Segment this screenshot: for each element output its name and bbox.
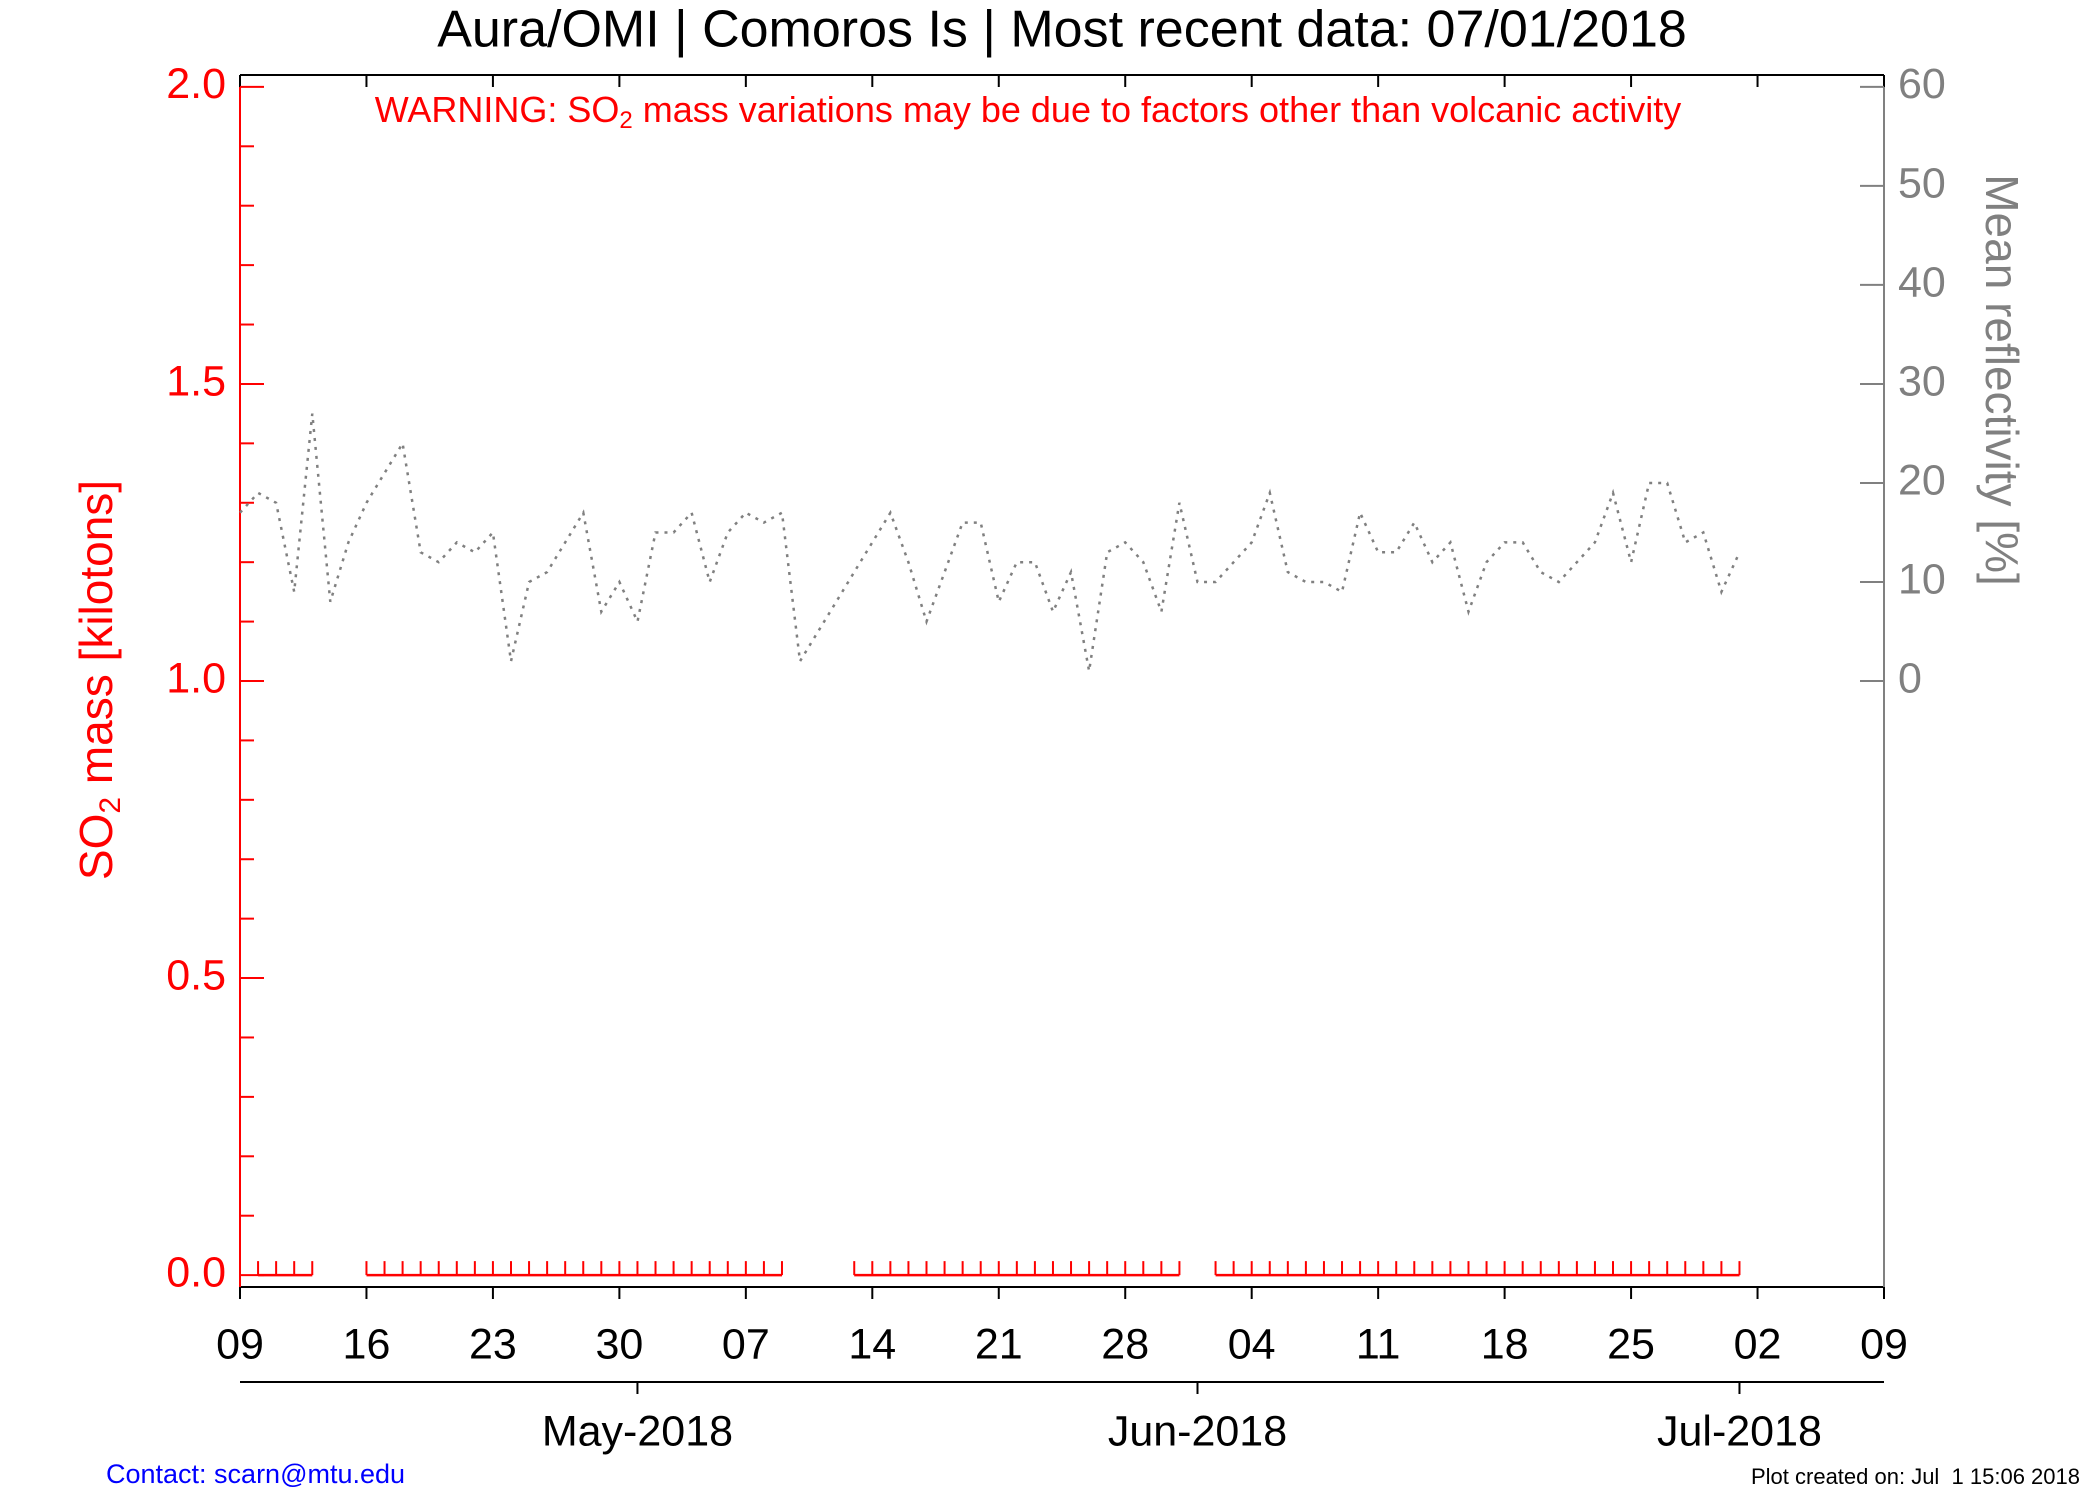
y-tick-label: 0.0 — [166, 1248, 226, 1296]
y2-tick-label: 0 — [1898, 654, 1922, 702]
warning-text: mass variations may be due to factors ot… — [633, 89, 1681, 130]
x-tick-label: 18 — [1481, 1320, 1529, 1368]
month-label: Jun-2018 — [1108, 1407, 1287, 1455]
y-tick-label: 2.0 — [166, 60, 226, 108]
y2-tick-label: 10 — [1898, 555, 1946, 603]
x-tick-label: 07 — [722, 1320, 770, 1368]
chart-title: Aura/OMI | Comoros Is | Most recent data… — [437, 1, 1687, 59]
x-tick-label: 16 — [343, 1320, 391, 1368]
y2-tick-label: 60 — [1898, 60, 1946, 108]
contact: Contact: scarn@mtu.edu — [106, 1459, 405, 1489]
y2-axis-label: Mean reflectivity [%] — [1976, 174, 2028, 586]
y-tick-label: 1.0 — [166, 654, 226, 702]
x-tick-label: 02 — [1734, 1320, 1782, 1368]
x-tick-label: 23 — [469, 1320, 517, 1368]
y-axis-label: SO2 mass [kilotons] — [70, 480, 127, 880]
y-tick-label: 0.5 — [166, 951, 226, 999]
warning-sub: 2 — [619, 107, 632, 134]
series-line — [239, 413, 1741, 672]
x-tick-label: 11 — [1356, 1320, 1401, 1368]
x-tick-label: 09 — [216, 1320, 264, 1368]
y-tick-label: 1.5 — [166, 357, 226, 405]
x-tick-label: 09 — [1860, 1320, 1908, 1368]
warning: WARNING: SO2 mass variations may be due … — [375, 89, 1682, 135]
y2-tick-label: 50 — [1898, 159, 1946, 207]
x-tick-label: 25 — [1607, 1320, 1655, 1368]
x-tick-label: 21 — [975, 1320, 1023, 1368]
x-tick-label: 28 — [1101, 1320, 1149, 1368]
x-tick-label: 30 — [595, 1320, 643, 1368]
month-label: May-2018 — [542, 1407, 733, 1455]
created-note: Plot created on: Jul 1 15:06 2018 — [1751, 1464, 2080, 1489]
y-label-sub: 2 — [94, 797, 127, 814]
y-label-text: SO — [70, 814, 122, 880]
month-label: Jul-2018 — [1657, 1407, 1822, 1455]
y2-tick-label: 20 — [1898, 456, 1946, 504]
y-label-text: mass [kilotons] — [70, 480, 122, 797]
y2-tick-label: 30 — [1898, 357, 1946, 405]
warning-text: WARNING: SO — [375, 89, 620, 130]
y2-tick-label: 40 — [1898, 258, 1946, 306]
x-tick-label: 04 — [1228, 1320, 1276, 1368]
x-tick-label: 14 — [848, 1320, 896, 1368]
